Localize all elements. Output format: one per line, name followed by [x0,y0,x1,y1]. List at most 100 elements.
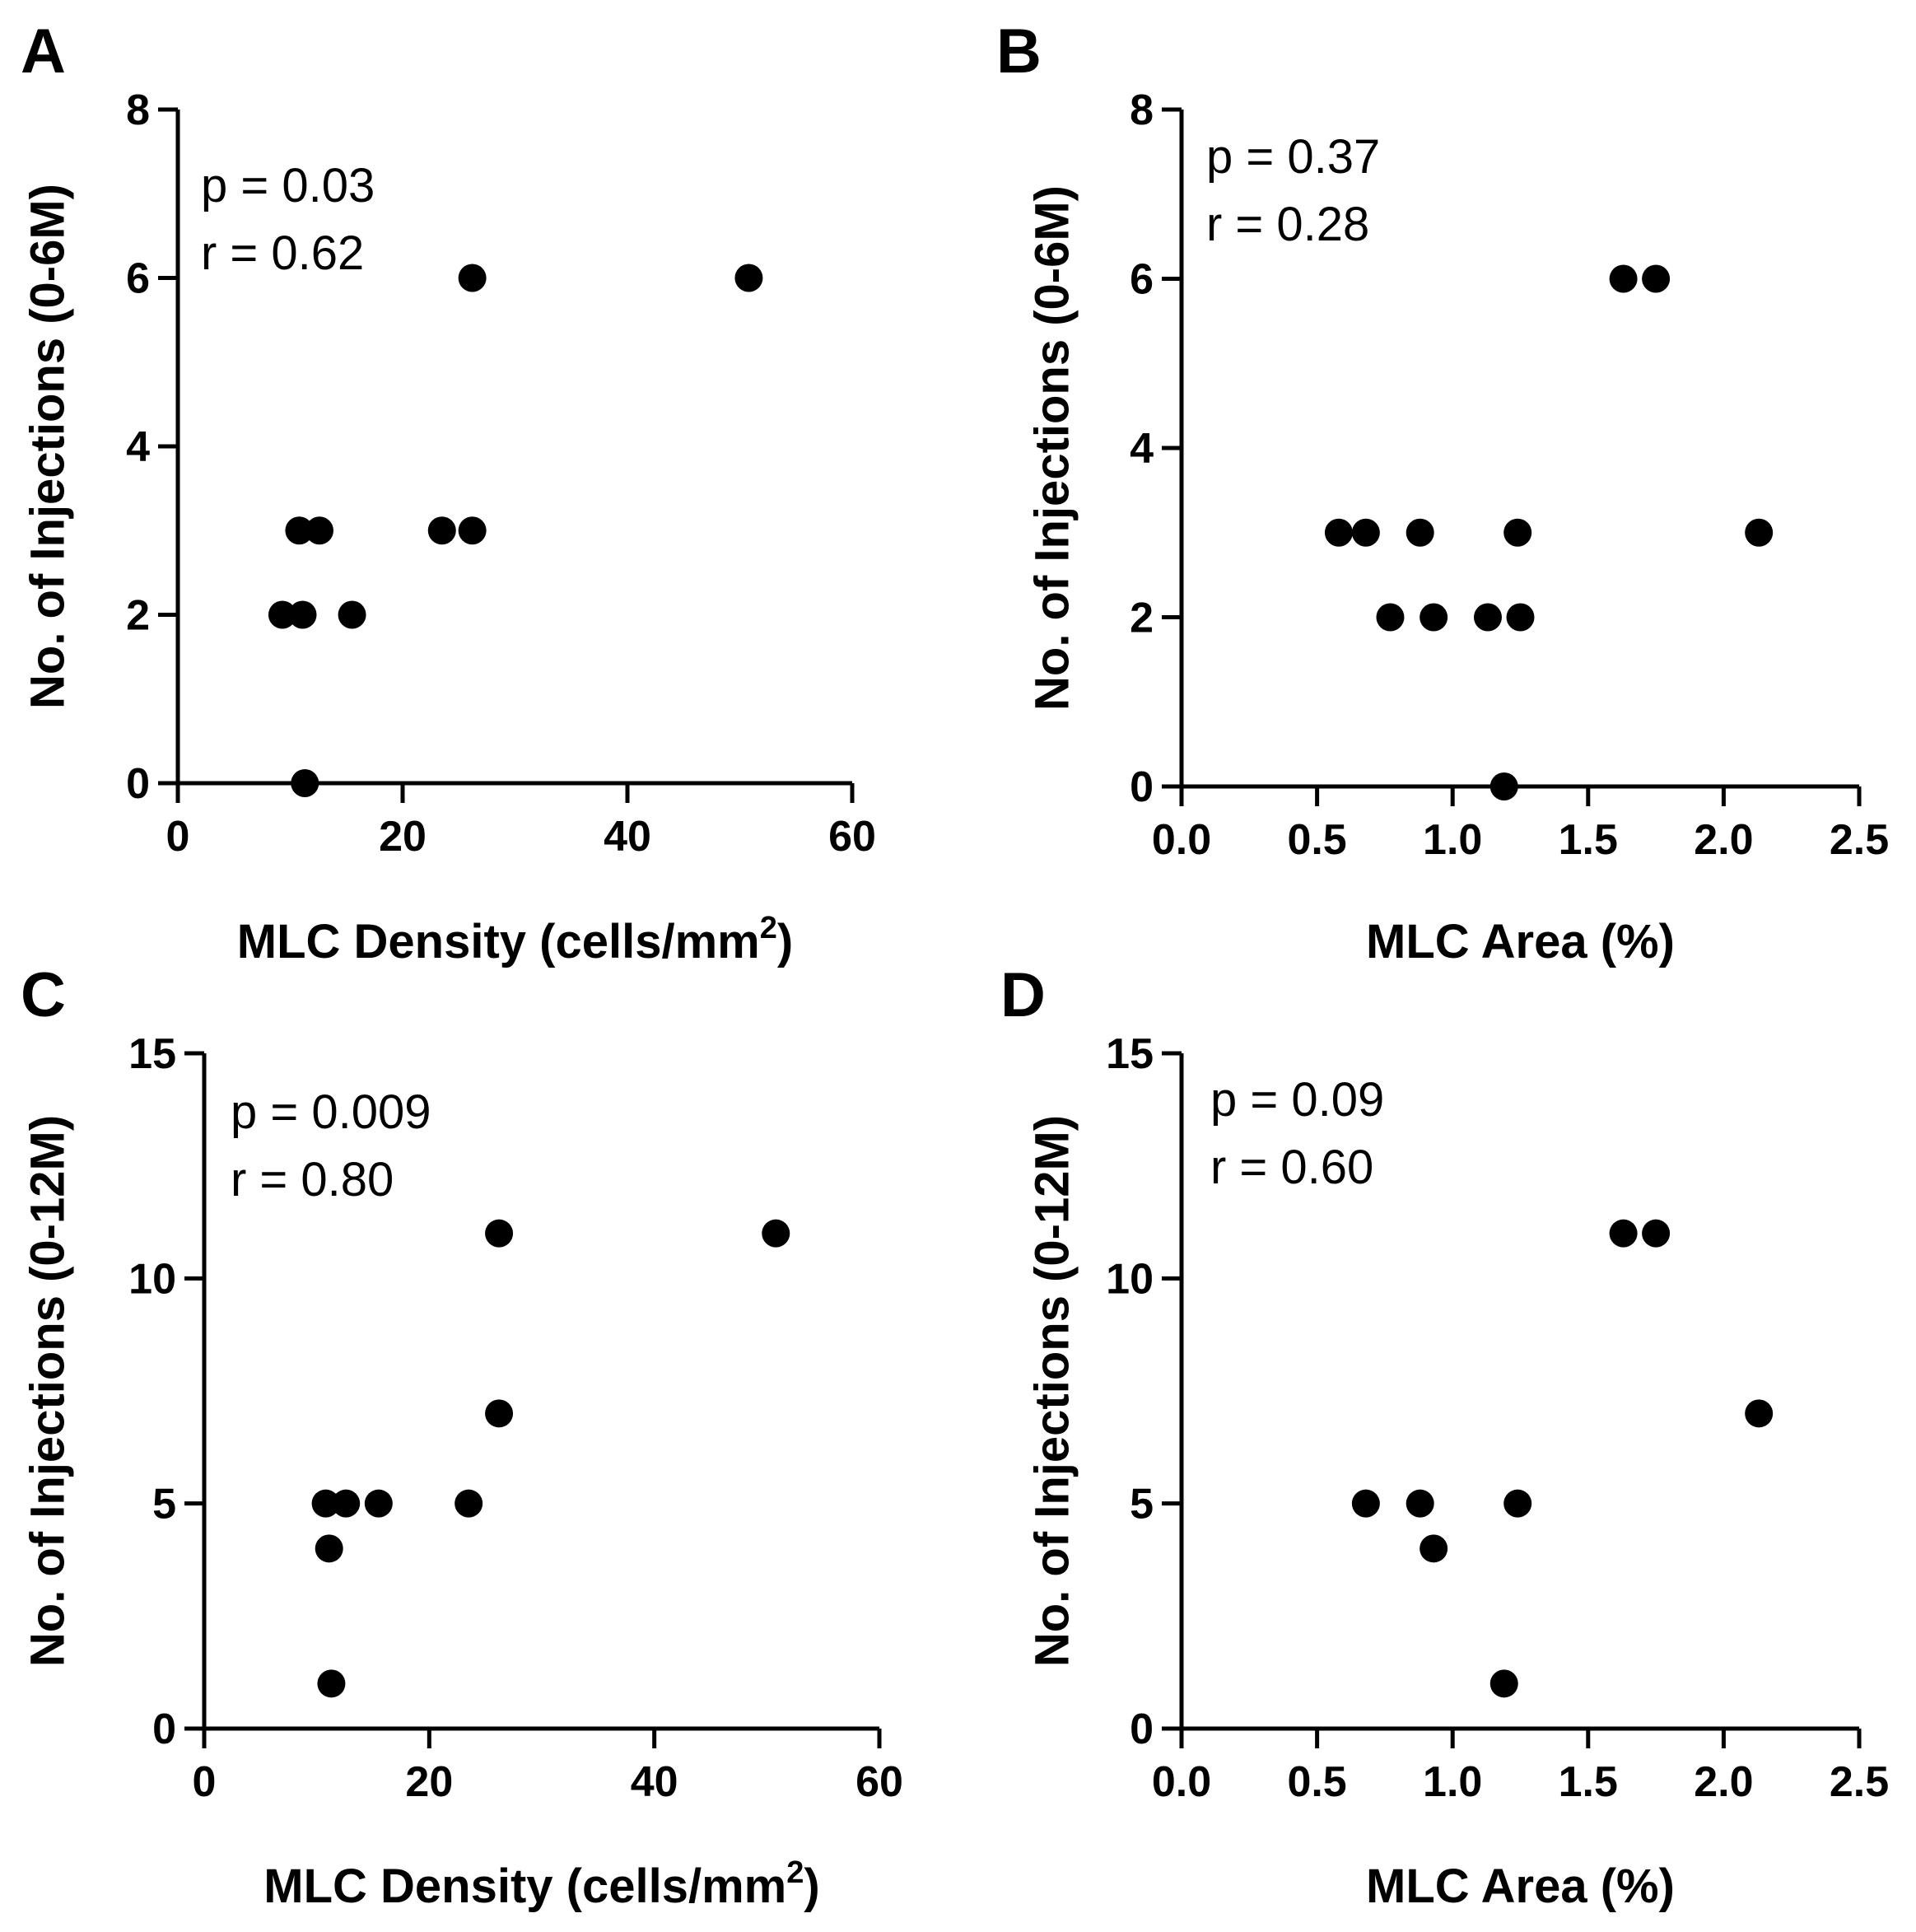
y-tick-label: 6 [1130,256,1154,304]
p-value-label: p = 0.03 [201,159,375,212]
data-point [285,516,314,545]
data-point [1420,1534,1448,1563]
y-tick-label: 0 [1130,1706,1154,1753]
x-axis-title: MLC Area (%) [1366,915,1675,968]
panel-c: C 0 5 10 15 0 20 40 60 MLC Density (cells/mm2) No.… [21,960,903,1913]
r-value-label: r = 0.28 [1206,198,1369,251]
data-point [364,1489,393,1518]
x-tick-label: 0.5 [1287,1758,1346,1806]
data-point [338,600,366,629]
data-point [1489,1669,1518,1698]
panel-letter: C [21,960,66,1030]
p-value-label: p = 0.009 [231,1085,431,1139]
data-point [1489,772,1518,800]
y-axis-title: No. of Injections (0-12M) [1025,1115,1079,1667]
panel-letter: D [1000,960,1046,1030]
x-tick-label: 1.5 [1559,1758,1618,1806]
data-point [1503,518,1532,547]
data-point [762,1219,790,1248]
data-point [1324,518,1353,547]
x-tick-label: 0 [193,1758,217,1806]
data-point [1420,603,1448,632]
y-tick-label: 8 [126,86,150,134]
r-value-label: r = 0.80 [231,1153,394,1206]
data-point [1745,518,1774,547]
x-axis-title: MLC Density (cells/mm2) [237,911,793,968]
y-tick-label: 6 [126,255,150,303]
x-tick-label: 1.5 [1559,816,1618,864]
data-point [1351,1489,1380,1518]
data-point [485,1399,514,1428]
panel-letter: A [21,16,66,86]
x-tick-label: 20 [379,813,427,861]
data-point [317,1669,346,1698]
x-tick-label: 0.0 [1152,816,1211,864]
y-axis-title: No. of Injections (0-12M) [21,1115,74,1667]
data-point [1503,1489,1532,1518]
x-tick-label: 2.0 [1694,1758,1753,1806]
y-tick-label: 10 [1106,1255,1154,1303]
p-value-label: p = 0.37 [1206,130,1380,184]
data-point [1376,603,1405,632]
y-tick-label: 0 [152,1706,176,1753]
data-point [1642,264,1671,293]
data-point [734,264,763,292]
y-tick-label: 5 [1130,1481,1154,1528]
x-tick-label: 0 [166,813,190,861]
y-tick-label: 4 [126,423,150,471]
y-tick-label: 15 [128,1030,176,1078]
data-point [1406,1489,1434,1518]
y-tick-label: 0 [1130,763,1154,811]
data-point [1473,603,1502,632]
data-point [305,516,333,545]
y-axis-title: No. of Injections (0-6M) [21,184,74,709]
panel-a: A 0 2 4 6 8 0 20 40 60 MLC Density (cells/mm2) No. … [21,16,876,968]
data-point [1609,1219,1638,1248]
data-point [268,600,296,629]
data-point [332,1489,361,1518]
data-point [315,1534,343,1563]
y-tick-label: 2 [126,592,150,640]
x-tick-label: 20 [405,1758,453,1806]
y-tick-label: 15 [1106,1030,1154,1078]
y-tick-label: 2 [1130,595,1154,642]
data-point [291,769,319,797]
data-point [485,1219,514,1248]
y-tick-label: 8 [1130,86,1154,134]
r-value-label: r = 0.62 [201,226,364,280]
p-value-label: p = 0.09 [1210,1073,1384,1127]
panel-letter: B [996,16,1042,86]
x-tick-label: 0.5 [1287,816,1346,864]
panel-d: D 0 5 10 15 0.0 0.5 1.0 1.5 2.0 2.5 MLC Area (%) No.… [1000,960,1889,1913]
data-point [1609,264,1638,293]
x-axis-title: MLC Density (cells/mm2) [263,1855,819,1913]
r-value-label: r = 0.60 [1210,1141,1373,1194]
y-tick-label: 5 [152,1481,176,1528]
x-tick-label: 40 [631,1758,678,1806]
y-tick-label: 4 [1130,425,1154,473]
panel-b: B 0 2 4 6 8 0.0 0.5 1.0 1.5 2.0 2.5 MLC Area (%) No. … [996,16,1889,968]
y-tick-label: 10 [128,1255,176,1303]
x-axis-title: MLC Area (%) [1366,1860,1675,1913]
data-point [288,600,317,629]
data-point [427,516,456,545]
y-tick-label: 0 [126,760,150,808]
x-tick-label: 2.5 [1830,816,1889,864]
x-tick-label: 1.0 [1423,1758,1482,1806]
data-point [455,1489,483,1518]
x-tick-label: 2.5 [1830,1758,1889,1806]
x-tick-label: 40 [604,813,651,861]
y-axis-title: No. of Injections (0-6M) [1025,185,1079,711]
x-tick-label: 2.0 [1694,816,1753,864]
data-point [458,516,487,545]
data-point [1642,1219,1671,1248]
data-point [1351,518,1380,547]
data-point [1406,518,1434,547]
data-point [1745,1399,1774,1428]
data-point [458,264,487,292]
x-tick-label: 0.0 [1152,1758,1211,1806]
x-tick-label: 60 [828,813,876,861]
data-point [1506,603,1535,632]
x-tick-label: 60 [855,1758,903,1806]
